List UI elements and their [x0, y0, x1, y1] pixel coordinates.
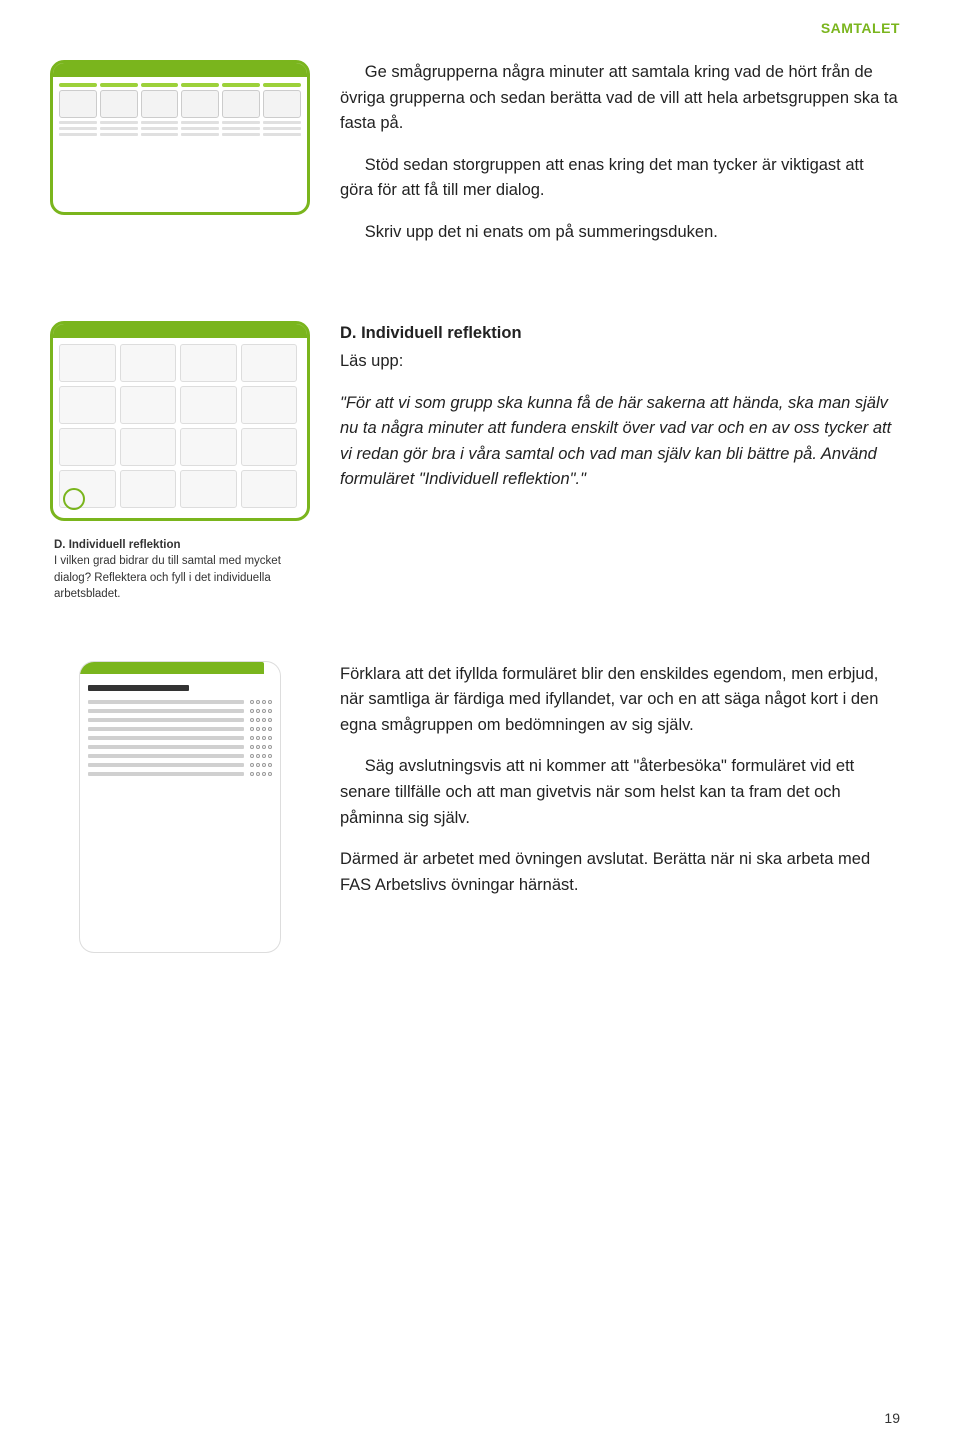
row2-left-caption: D. Individuell reflektion I vilken grad …	[50, 531, 310, 601]
page-number: 19	[884, 1410, 900, 1426]
row-3: Förklara att det ifyllda formuläret blir…	[50, 662, 900, 952]
row1-para2: Stöd sedan storgruppen att enas kring de…	[340, 153, 900, 204]
page: SAMTALET Ge smågrupperna nå	[0, 0, 960, 1451]
row2-quote: "För att vi som grupp ska kunna få de hä…	[340, 391, 900, 493]
page-content: Ge smågrupperna några minuter att samtal…	[50, 30, 900, 952]
row2-lead: Läs upp:	[340, 349, 900, 375]
row3-left	[50, 662, 310, 952]
thumb-form-body	[80, 662, 280, 784]
running-header: SAMTALET	[821, 20, 900, 36]
row3-para3: Därmed är arbetet med övningen avslutat.…	[340, 847, 900, 898]
row3-text: Förklara att det ifyllda formuläret blir…	[340, 662, 900, 952]
thumb-greenbar	[53, 324, 307, 338]
row3-para1: Förklara att det ifyllda formuläret blir…	[340, 662, 900, 739]
thumb-greenbar	[53, 63, 307, 77]
row3-para2: Säg avslutningsvis att ni kommer att "åt…	[340, 754, 900, 831]
row1-left	[50, 60, 310, 261]
row2-left: D. Individuell reflektion I vilken grad …	[50, 321, 310, 601]
left-caption-body: I vilken grad bidrar du till samtal med …	[54, 555, 281, 599]
left-caption-title: D. Individuell reflektion	[54, 539, 181, 551]
thumb-grid	[53, 338, 307, 514]
row-2: D. Individuell reflektion I vilken grad …	[50, 321, 900, 601]
thumb-columns	[53, 77, 307, 142]
thumbnail-summeringsduk	[50, 60, 310, 215]
row-1: Ge smågrupperna några minuter att samtal…	[50, 60, 900, 261]
row2-text: D. Individuell reflektion Läs upp: "För …	[340, 321, 900, 601]
thumbnail-samtalet-kort	[50, 321, 310, 521]
row1-para1: Ge smågrupperna några minuter att samtal…	[340, 60, 900, 137]
row2-heading: D. Individuell reflektion	[340, 321, 900, 347]
row1-text: Ge smågrupperna några minuter att samtal…	[340, 60, 900, 261]
row1-para3: Skriv upp det ni enats om på summeringsd…	[340, 220, 900, 246]
thumbnail-formular	[80, 662, 280, 952]
